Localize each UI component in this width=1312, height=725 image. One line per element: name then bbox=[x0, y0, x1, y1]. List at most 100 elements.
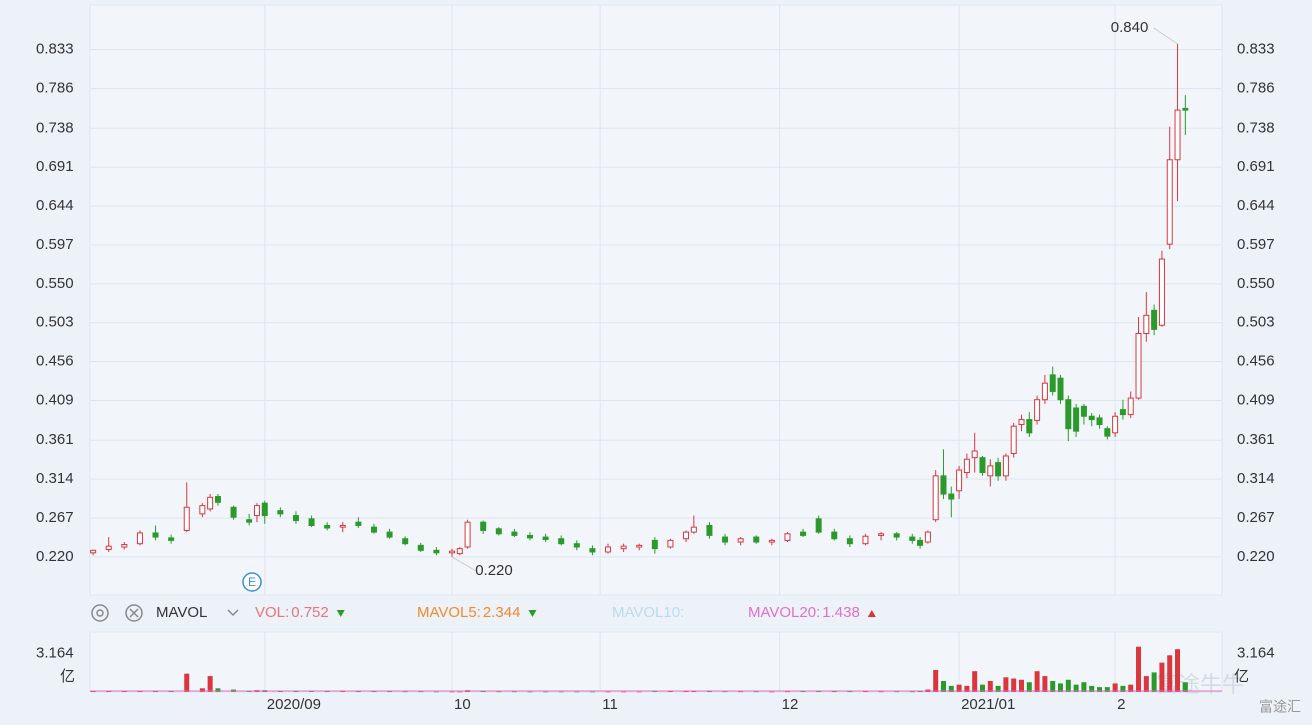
y-tick-label-right: 0.833 bbox=[1237, 41, 1275, 58]
candle-body bbox=[168, 537, 175, 541]
y-tick-label: 0.314 bbox=[36, 470, 74, 487]
dropdown-chevron[interactable] bbox=[227, 609, 239, 617]
candle-body bbox=[558, 538, 565, 545]
volume-bar bbox=[831, 691, 837, 692]
candle-body bbox=[214, 496, 221, 503]
y-tick-label-right: 0.267 bbox=[1237, 509, 1275, 526]
volume-bar bbox=[987, 680, 993, 692]
gear bbox=[91, 604, 109, 622]
candle-body bbox=[402, 538, 409, 545]
y-tick-label: 0.833 bbox=[36, 41, 74, 58]
candle-body bbox=[683, 531, 690, 540]
legend-name: MAVOL10: bbox=[612, 604, 684, 621]
volume-bar bbox=[784, 691, 790, 693]
candle-body bbox=[230, 506, 237, 518]
candle-body bbox=[636, 544, 643, 548]
y-tick-label: 0.220 bbox=[36, 548, 74, 565]
candle-body bbox=[815, 518, 822, 533]
volume-bar bbox=[543, 691, 549, 693]
volume-bar bbox=[340, 691, 346, 692]
volume-bar bbox=[1042, 676, 1048, 692]
volume-bar bbox=[1097, 687, 1103, 692]
candle-body bbox=[846, 538, 853, 545]
candle-body bbox=[1174, 109, 1181, 161]
candle-body bbox=[956, 469, 963, 492]
candle-body bbox=[1080, 405, 1087, 417]
volume-bar bbox=[1050, 680, 1056, 692]
x-tick-label: 10 bbox=[454, 696, 471, 713]
volume-bar bbox=[1112, 683, 1118, 692]
candle-body bbox=[433, 549, 440, 554]
candle-body bbox=[971, 450, 978, 459]
watermark: 富途汇 bbox=[1259, 699, 1301, 715]
candle-body bbox=[1073, 407, 1080, 432]
candle-body bbox=[784, 533, 791, 541]
y-tick-label: 0.361 bbox=[36, 431, 74, 448]
volume-bar bbox=[605, 691, 611, 693]
candle-body bbox=[199, 505, 206, 515]
volume-bar bbox=[309, 691, 315, 692]
volume-bar bbox=[153, 691, 159, 692]
candle-body bbox=[987, 465, 994, 477]
volume-bar bbox=[722, 691, 728, 693]
volume-bar bbox=[1128, 684, 1134, 692]
volume-bar bbox=[636, 691, 642, 693]
volume-bar bbox=[917, 691, 923, 693]
x-tick-label: 2 bbox=[1117, 696, 1125, 713]
candle-body bbox=[495, 528, 502, 535]
indicator-name[interactable]: MAVOL bbox=[156, 604, 207, 621]
volume-bar bbox=[199, 688, 205, 692]
candle-body bbox=[370, 526, 377, 533]
volume-bar bbox=[933, 669, 939, 692]
volume-bar bbox=[207, 676, 213, 692]
volume-bar bbox=[940, 680, 946, 692]
candle-body bbox=[605, 546, 612, 553]
y-tick-label-right: 0.220 bbox=[1237, 548, 1275, 565]
y-tick-label-right: 0.691 bbox=[1237, 158, 1275, 175]
close-icon[interactable] bbox=[125, 604, 143, 622]
candle-body bbox=[1010, 425, 1017, 454]
volume-bar bbox=[496, 691, 502, 693]
event-marker[interactable]: E bbox=[242, 572, 262, 592]
legend-trend bbox=[336, 610, 345, 617]
gear-hub bbox=[96, 609, 104, 617]
candle-body bbox=[932, 475, 939, 521]
volume-tick-label: 3.164 bbox=[36, 644, 74, 661]
candle-body bbox=[448, 550, 455, 554]
volume-bar bbox=[769, 691, 775, 693]
y-tick-label-right: 0.456 bbox=[1237, 353, 1275, 370]
volume-bar bbox=[589, 691, 595, 693]
y-tick-label-right: 0.409 bbox=[1237, 392, 1275, 409]
settings-icon[interactable] bbox=[91, 604, 109, 622]
volume-bar bbox=[355, 691, 361, 692]
candle-body bbox=[207, 496, 214, 510]
candle-body bbox=[1112, 415, 1119, 434]
candle-body bbox=[308, 518, 315, 526]
volume-bar bbox=[168, 691, 174, 693]
candle-body bbox=[917, 539, 924, 546]
volume-bar bbox=[511, 691, 517, 693]
volume-bar bbox=[418, 691, 424, 693]
y-tick-label: 0.691 bbox=[36, 158, 74, 175]
volume-bar bbox=[1182, 682, 1188, 692]
volume-bar bbox=[324, 691, 330, 692]
volume-bar bbox=[1011, 678, 1017, 692]
candle-body bbox=[995, 462, 1002, 477]
annotation-leader bbox=[1153, 27, 1178, 45]
candle-body bbox=[706, 524, 713, 536]
candle-body bbox=[292, 515, 299, 522]
candle-body bbox=[1135, 333, 1142, 399]
candle-body bbox=[862, 535, 869, 545]
volume-bar bbox=[1019, 679, 1025, 692]
annotation-label: 0.840 bbox=[1111, 19, 1149, 36]
volume-bar bbox=[878, 691, 884, 693]
candle-body bbox=[1127, 397, 1134, 416]
volume-bar bbox=[1151, 672, 1157, 692]
y-tick-label-right: 0.786 bbox=[1237, 80, 1275, 97]
candle-body bbox=[1041, 382, 1048, 401]
volume-panel bbox=[89, 631, 1223, 693]
candle-body bbox=[480, 521, 487, 531]
candle-body bbox=[456, 548, 463, 555]
candle-body bbox=[1158, 258, 1165, 326]
